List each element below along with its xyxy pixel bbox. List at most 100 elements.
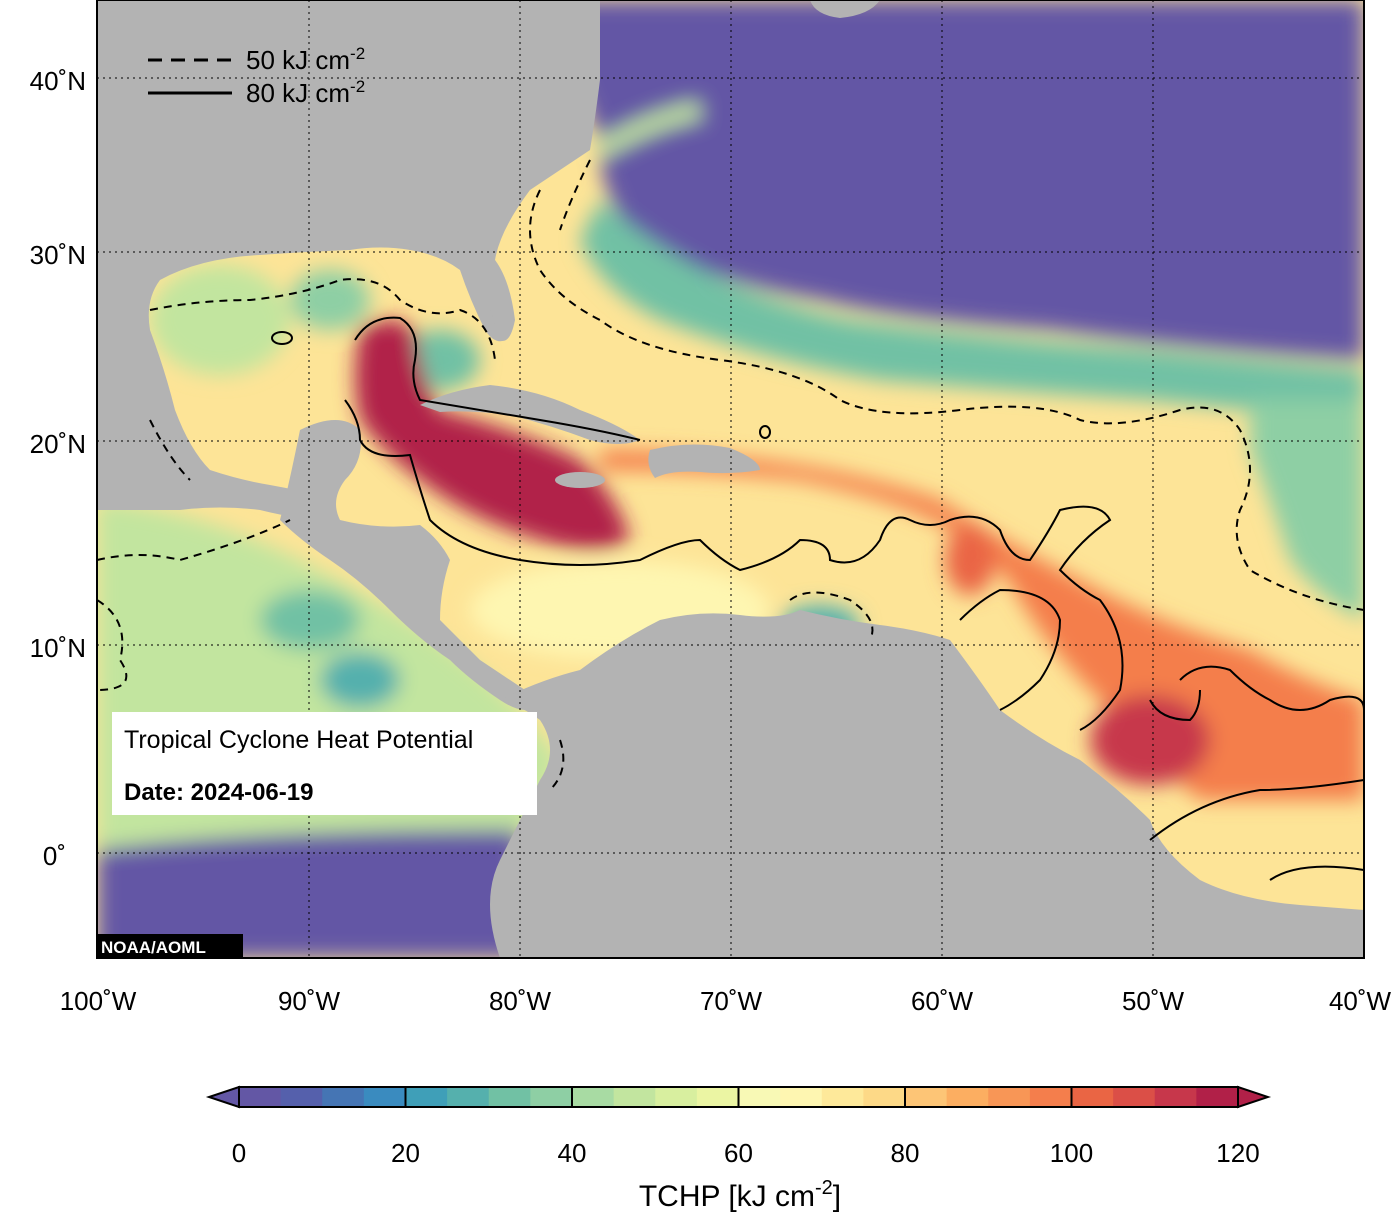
colorbar-cell (405, 1087, 448, 1107)
colorbar-cell (780, 1087, 823, 1107)
colorbar-cell (1196, 1087, 1239, 1107)
contour-80-north (354, 316, 641, 441)
contour-80-east (1179, 665, 1364, 711)
lon-label-40w: 40˚W (1329, 986, 1392, 1016)
land-north-america (97, 0, 600, 520)
contour-50-gulfstream (559, 159, 591, 231)
colorbar-cell (488, 1087, 531, 1107)
lon-label-70w: 70˚W (700, 986, 763, 1016)
pacific-teal-1 (260, 590, 360, 650)
colorbar-cell (696, 1087, 740, 1107)
contour-50-pacific (97, 519, 291, 562)
colorbar-tick-label: 20 (391, 1138, 420, 1168)
colorbar-max-arrow (1237, 1085, 1272, 1109)
lon-label-90w: 90˚W (278, 986, 341, 1016)
colorbar-cell (1154, 1087, 1197, 1107)
colorbar-cell (572, 1087, 615, 1107)
lat-label-40n: 40˚N (30, 66, 86, 96)
transition-band (580, 200, 1364, 420)
land-south-america (490, 610, 1364, 958)
colorbar-cell (280, 1087, 323, 1107)
colorbar-min-arrow (205, 1085, 240, 1109)
contour-80-se (1269, 865, 1364, 881)
colorbar-tick-label: 60 (724, 1138, 753, 1168)
amazon-plume-warm (1090, 695, 1210, 785)
lon-label-50w: 50˚W (1122, 986, 1185, 1016)
credit-text: NOAA/AOML (101, 938, 206, 957)
lat-label-20n: 20˚N (30, 429, 86, 459)
lon-axis-labels: 100˚W 90˚W 80˚W 70˚W 60˚W 50˚W 40˚W (60, 986, 1392, 1016)
contour-80-main (344, 399, 1124, 731)
contour-50-gulf-west (149, 419, 191, 481)
contour-50-gulf (149, 278, 496, 361)
land-florida (485, 260, 515, 341)
contour-50-pacific-south (97, 599, 128, 691)
colorbar-tick-label: 100 (1050, 1138, 1093, 1168)
colorbar-cell (613, 1087, 656, 1107)
gulf-stream-filament (595, 101, 702, 158)
colorbar-cell (1071, 1087, 1114, 1107)
contour-50-atlantic (529, 189, 1364, 611)
lat-label-30n: 30˚N (30, 240, 86, 270)
credit-badge: NOAA/AOML (97, 934, 243, 958)
contour-80-east-loop (1149, 689, 1201, 722)
colorbar-tick-label: 40 (558, 1138, 587, 1168)
colorbar-cell (821, 1087, 864, 1107)
info-date: Date: 2024-06-19 (124, 779, 313, 806)
gulf-mid-green (290, 270, 370, 330)
credit-background (97, 934, 243, 958)
colorbar-tick-label: 0 (232, 1138, 246, 1168)
colorbar-cell (655, 1087, 698, 1107)
gulf-west-green (150, 265, 290, 375)
land-masses (97, 0, 1364, 958)
lon-label-80w: 80˚W (489, 986, 552, 1016)
colorbar-cell (1029, 1087, 1073, 1107)
info-title: Tropical Cyclone Heat Potential (124, 726, 473, 754)
legend-dashed-label: 50 kJ cm-2 (246, 44, 365, 75)
info-box-background (112, 712, 537, 815)
colorbar-cell (239, 1087, 282, 1107)
lon-label-60w: 60˚W (911, 986, 974, 1016)
lon-label-100w: 100˚W (60, 986, 137, 1016)
colorbar-cell (447, 1087, 490, 1107)
colorbar-cell (946, 1087, 989, 1107)
contour-80-small-eddy (759, 425, 771, 439)
map-frame (96, 0, 1365, 959)
land-cuba (420, 385, 640, 444)
contour-50-colombia (549, 739, 565, 791)
legend-solid-label: 80 kJ cm-2 (246, 77, 365, 108)
colorbar-tick-label: 120 (1216, 1138, 1259, 1168)
land-hispaniola (648, 444, 760, 478)
east-green-region (1250, 400, 1364, 620)
pacific-teal-2 (320, 652, 400, 708)
colorbar-cell (988, 1087, 1031, 1107)
colorbar-cell (1113, 1087, 1156, 1107)
land-jamaica (555, 472, 605, 488)
land-central-america (280, 420, 540, 710)
contour-80-inner-loop (959, 588, 1062, 711)
contour-50-caribbean-south (789, 591, 874, 641)
cold-atlantic-region (560, 0, 1364, 360)
colorbar-cell (863, 1087, 906, 1107)
colorbar-ticks: 0 20 40 60 80 100 120 (232, 1087, 1260, 1168)
contours (97, 159, 1364, 881)
colorbar-title: TCHP [kJ cm-2] (639, 1177, 841, 1213)
lat-label-10n: 10˚N (30, 633, 86, 663)
contour-80-south (1149, 779, 1364, 841)
warm-core-east (945, 525, 995, 595)
colorbar: 0 20 40 60 80 100 120 TCHP [kJ cm-2] (205, 1085, 1272, 1213)
contour-legend: 50 kJ cm-2 80 kJ cm-2 (148, 44, 365, 108)
lat-axis-labels: 40˚N 30˚N 20˚N 10˚N 0˚ (30, 66, 86, 871)
contour-80-gulf-eddy (271, 331, 293, 345)
colorbar-cells (239, 1087, 1239, 1107)
caribbean-max-region (355, 320, 630, 550)
info-box: Tropical Cyclone Heat Potential Date: 20… (112, 712, 537, 815)
colorbar-cell (738, 1087, 781, 1107)
colorbar-cell (322, 1087, 365, 1107)
colorbar-cell (905, 1087, 948, 1107)
lat-label-0: 0˚ (43, 841, 66, 871)
colorbar-cell (530, 1087, 573, 1107)
colorbar-cell (363, 1087, 407, 1107)
land-nova-scotia (810, 0, 880, 18)
